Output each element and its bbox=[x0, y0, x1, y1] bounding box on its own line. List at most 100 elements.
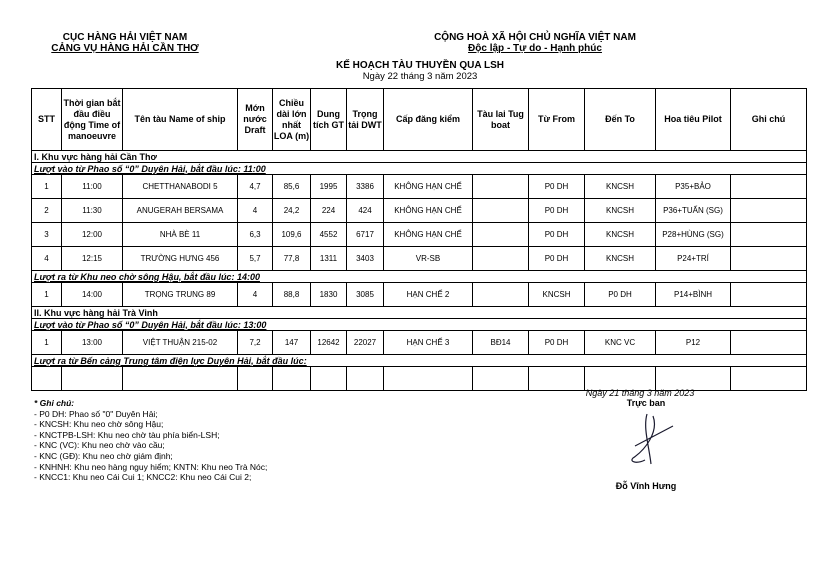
table-cell: 13:00 bbox=[61, 330, 123, 355]
table-cell: HẠN CHẾ 3 bbox=[383, 330, 473, 355]
group-title: Lượt ra từ Khu neo chờ sông Hậu, bắt đầu… bbox=[31, 270, 807, 283]
table-cell: 14:00 bbox=[61, 282, 123, 307]
table-cell bbox=[528, 366, 585, 391]
table-cell: 1 bbox=[31, 282, 62, 307]
section-title: I. Khu vực hàng hải Cần Thơ bbox=[31, 150, 807, 163]
table-cell bbox=[31, 366, 62, 391]
table-cell: 6717 bbox=[346, 222, 384, 247]
table-cell: P0 DH bbox=[528, 198, 585, 223]
notes: * Ghi chú: - P0 DH: Phao số "0" Duyên Hả… bbox=[34, 398, 267, 483]
column-header: STT bbox=[31, 88, 62, 151]
group-title: Lượt vào từ Phao số “0” Duyên Hải, bắt đ… bbox=[31, 162, 807, 175]
table-cell: 2 bbox=[31, 198, 62, 223]
note-item: - KNCC1: Khu neo Cái Cui 1; KNCC2: Khu n… bbox=[34, 472, 252, 483]
table-cell: 12642 bbox=[310, 330, 347, 355]
table-cell: P24+TRÍ bbox=[655, 246, 731, 271]
agency-name: CỤC HÀNG HẢI VIỆT NAM bbox=[62, 32, 188, 43]
table-cell bbox=[730, 330, 807, 355]
handwritten-signature-icon bbox=[631, 413, 674, 465]
column-header: Tàu lai Tug boat bbox=[472, 88, 529, 151]
table-cell bbox=[472, 282, 529, 307]
table-cell: 4552 bbox=[310, 222, 347, 247]
group-row: Lượt vào từ Phao số “0” Duyên Hải, bắt đ… bbox=[31, 318, 807, 331]
group-title: Lượt ra từ Bến cảng Trung tâm điện lực D… bbox=[31, 354, 807, 367]
table-cell: 88,8 bbox=[272, 282, 311, 307]
ship-schedule-table: STT Thời gian bắt đầu điều động Time of m… bbox=[31, 88, 807, 391]
table-cell: 85,6 bbox=[272, 174, 311, 199]
table-cell: TRỌNG TRUNG 89 bbox=[122, 282, 238, 307]
table-cell: 6,3 bbox=[237, 222, 273, 247]
table-cell: KNCSH bbox=[584, 222, 656, 247]
table-cell: HẠN CHẾ 2 bbox=[383, 282, 473, 307]
table-cell: 7,2 bbox=[237, 330, 273, 355]
table-cell: VR-SB bbox=[383, 246, 473, 271]
table-cell: VIỆT THUẬN 215-02 bbox=[122, 330, 238, 355]
table-cell bbox=[383, 366, 473, 391]
table-cell bbox=[61, 366, 123, 391]
table-cell: 12:00 bbox=[61, 222, 123, 247]
table-cell: 4 bbox=[237, 198, 273, 223]
table-cell bbox=[237, 366, 273, 391]
table-cell: 1 bbox=[31, 174, 62, 199]
table-cell: 4,7 bbox=[237, 174, 273, 199]
table-cell: KHÔNG HẠN CHẾ bbox=[383, 198, 473, 223]
note-item: - KNCTPB-LSH: Khu neo chờ tàu phía biển-… bbox=[34, 429, 220, 440]
table-row: 1 13:00 VIỆT THUẬN 215-02 7,2 147 12642 22027 H… bbox=[31, 330, 807, 355]
note-item: - P0 DH: Phao số "0" Duyên Hải; bbox=[34, 408, 158, 419]
table-cell: 12:15 bbox=[61, 246, 123, 271]
table-row bbox=[31, 366, 807, 391]
table-cell: CHETTHANABODI 5 bbox=[122, 174, 238, 199]
table-cell: P28+HÙNG (SG) bbox=[655, 222, 731, 247]
group-row: Lượt vào từ Phao số “0” Duyên Hải, bắt đ… bbox=[31, 162, 807, 175]
column-header: Chiều dài lớn nhất LOA (m) bbox=[272, 88, 311, 151]
document-date: Ngày 22 tháng 3 năm 2023 bbox=[362, 71, 478, 82]
table-cell bbox=[730, 174, 807, 199]
group-title: Lượt vào từ Phao số “0” Duyên Hải, bắt đ… bbox=[31, 318, 807, 331]
table-cell: P0 DH bbox=[528, 246, 585, 271]
column-header: Cấp đăng kiểm bbox=[383, 88, 473, 151]
table-cell: ANUGERAH BERSAMA bbox=[122, 198, 238, 223]
table-cell: 1311 bbox=[310, 246, 347, 271]
table-cell: KNCSH bbox=[584, 174, 656, 199]
table-cell: 24,2 bbox=[272, 198, 311, 223]
table-cell: 147 bbox=[272, 330, 311, 355]
table-cell: 4 bbox=[31, 246, 62, 271]
table-cell: P0 DH bbox=[528, 174, 585, 199]
signature-block: Ngày 21 tháng 3 năm 2023 Trực ban Đỗ Vĩn… bbox=[560, 388, 720, 491]
table-cell: NHÀ BÈ 11 bbox=[122, 222, 238, 247]
table-cell bbox=[472, 366, 529, 391]
table-cell bbox=[122, 366, 238, 391]
national-header: CỘNG HOÀ XÃ HỘI CHỦ NGHĨA VIỆT NAM Độc l… bbox=[400, 32, 670, 54]
agency-header: CỤC HÀNG HẢI VIỆT NAM CẢNG VỤ HÀNG HẢI C… bbox=[40, 32, 210, 54]
column-header: Trọng tải DWT bbox=[346, 88, 384, 151]
table-cell: 1 bbox=[31, 330, 62, 355]
table-cell: P12 bbox=[655, 330, 731, 355]
table-cell: 1830 bbox=[310, 282, 347, 307]
column-header: Từ From bbox=[528, 88, 585, 151]
table-cell: 22027 bbox=[346, 330, 384, 355]
table-cell: 5,7 bbox=[237, 246, 273, 271]
table-cell bbox=[346, 366, 384, 391]
table-cell: KHÔNG HẠN CHẾ bbox=[383, 174, 473, 199]
table-cell: P0 DH bbox=[584, 282, 656, 307]
column-header: Ghi chú bbox=[730, 88, 807, 151]
signature-date: Ngày 21 tháng 3 năm 2023 bbox=[585, 388, 695, 398]
group-row: Lượt ra từ Bến cảng Trung tâm điện lực D… bbox=[31, 354, 807, 367]
note-item: - KNC (VC): Khu neo chờ vào cầu; bbox=[34, 440, 165, 451]
table-cell: BĐ14 bbox=[472, 330, 529, 355]
table-cell: KNC VC bbox=[584, 330, 656, 355]
table-cell: 77,8 bbox=[272, 246, 311, 271]
table-cell bbox=[730, 366, 807, 391]
country-name: CỘNG HOÀ XÃ HỘI CHỦ NGHĨA VIỆT NAM bbox=[434, 32, 636, 43]
table-cell: 3386 bbox=[346, 174, 384, 199]
column-header: Thời gian bắt đầu điều động Time of mano… bbox=[61, 88, 123, 151]
table-row: 2 11:30 ANUGERAH BERSAMA 4 24,2 224 424 KHÔNG H… bbox=[31, 198, 807, 223]
section-row: II. Khu vực hàng hải Trà Vinh bbox=[31, 306, 807, 319]
table-cell bbox=[655, 366, 731, 391]
table-cell: KNCSH bbox=[584, 246, 656, 271]
document-title: KẾ HOẠCH TÀU THUYỀN QUA LSH bbox=[336, 60, 504, 71]
table-cell bbox=[472, 198, 529, 223]
table-cell: 109,6 bbox=[272, 222, 311, 247]
signature-role: Trực ban bbox=[626, 398, 666, 408]
